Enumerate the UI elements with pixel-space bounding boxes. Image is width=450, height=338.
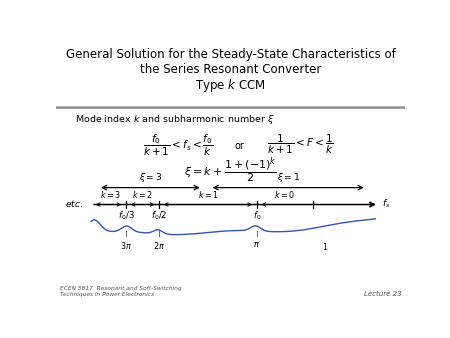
Text: $\pi$: $\pi$ — [253, 240, 260, 249]
Text: $\xi = 1$: $\xi = 1$ — [277, 171, 300, 185]
Text: Lecture 23: Lecture 23 — [364, 291, 401, 297]
Text: $\xi = 3$: $\xi = 3$ — [139, 171, 162, 185]
Text: $2\pi$: $2\pi$ — [153, 240, 165, 251]
Text: $1$: $1$ — [322, 241, 328, 252]
Text: $k=2$: $k=2$ — [132, 189, 153, 200]
Text: the Series Resonant Converter: the Series Resonant Converter — [140, 63, 321, 76]
Text: ECEN 5817  Resonant and Soft-Switching
Techniques in Power Electronics: ECEN 5817 Resonant and Soft-Switching Te… — [60, 286, 181, 297]
Text: $\dfrac{f_0}{k+1} < f_s < \dfrac{f_0}{k}$: $\dfrac{f_0}{k+1} < f_s < \dfrac{f_0}{k}… — [143, 133, 214, 158]
Text: $\dfrac{1}{k+1} < F < \dfrac{1}{k}$: $\dfrac{1}{k+1} < F < \dfrac{1}{k}$ — [267, 133, 334, 156]
Text: $etc.$: $etc.$ — [64, 198, 82, 209]
Text: $f_0$: $f_0$ — [252, 209, 261, 222]
Text: $k=0$: $k=0$ — [274, 189, 295, 200]
Text: $f_0/2$: $f_0/2$ — [151, 209, 167, 222]
Text: Type $k$ CCM: Type $k$ CCM — [195, 77, 266, 94]
Text: General Solution for the Steady-State Characteristics of: General Solution for the Steady-State Ch… — [66, 48, 396, 62]
Text: $k=3$: $k=3$ — [100, 189, 121, 200]
Text: $k=1$: $k=1$ — [198, 189, 218, 200]
Text: $f_0/3$: $f_0/3$ — [117, 209, 135, 222]
Text: or: or — [234, 141, 244, 151]
Text: $\xi = k + \dfrac{1+(-1)^k}{2}$: $\xi = k + \dfrac{1+(-1)^k}{2}$ — [184, 156, 277, 187]
Text: Mode index $k$ and subharmonic number $\xi$: Mode index $k$ and subharmonic number $\… — [76, 114, 275, 126]
Text: $f_s$: $f_s$ — [382, 198, 391, 210]
Text: $3\pi$: $3\pi$ — [120, 240, 132, 251]
